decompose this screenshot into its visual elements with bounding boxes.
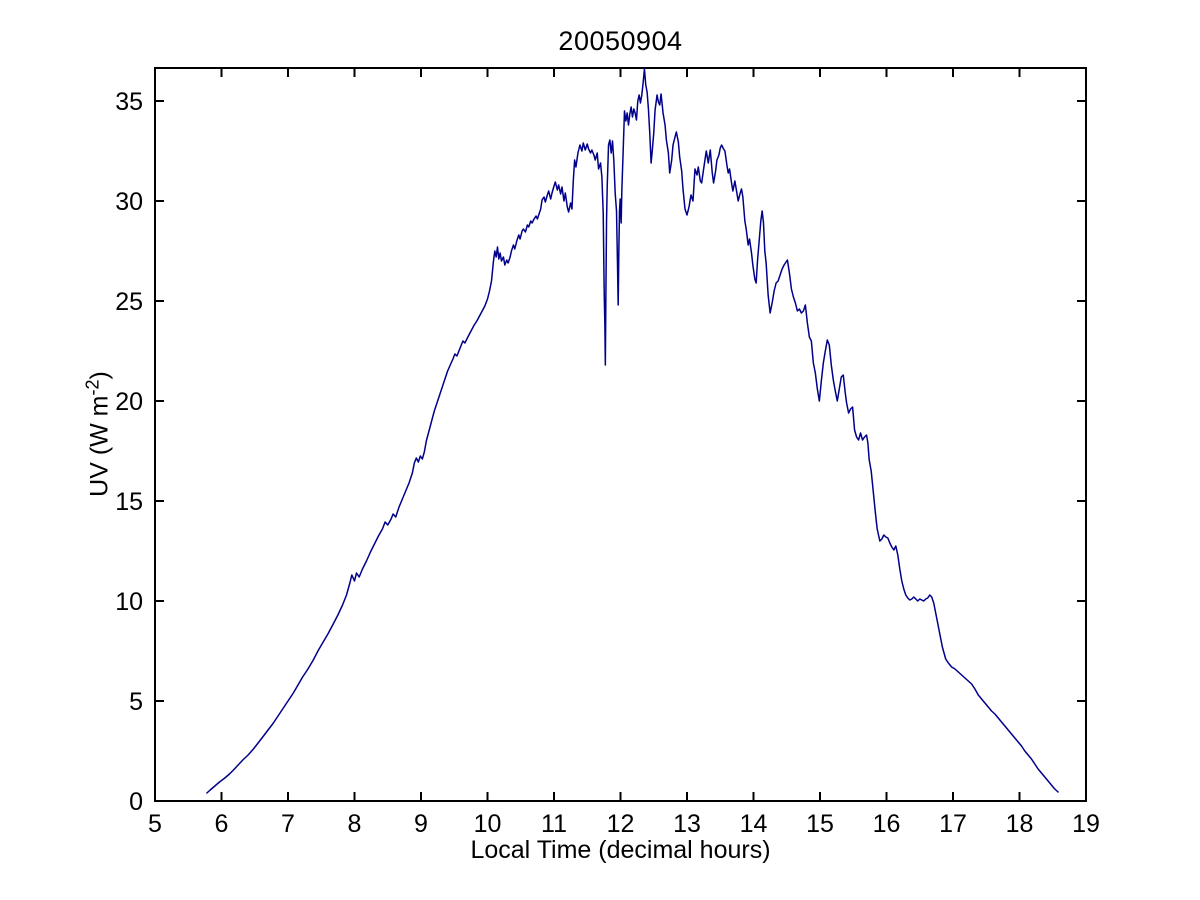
x-tick-label: 16	[873, 810, 901, 838]
x-tick-label: 17	[939, 810, 967, 838]
x-tick-label: 11	[541, 810, 567, 838]
x-tick-label: 13	[673, 810, 701, 838]
x-tick-label: 15	[806, 810, 834, 838]
x-tick-label: 18	[1006, 810, 1034, 838]
x-tick-label: 10	[474, 810, 502, 838]
x-tick-label: 5	[148, 810, 162, 838]
y-axis-label-suffix: )	[85, 371, 114, 380]
y-tick-label: 15	[115, 488, 143, 516]
x-axis-label: Local Time (decimal hours)	[470, 836, 771, 864]
x-tick-label: 8	[348, 810, 362, 838]
y-tick-label: 10	[115, 588, 143, 616]
y-tick-label: 5	[129, 688, 143, 716]
x-tick-label: 14	[740, 810, 768, 838]
y-axis-label-superscript: -2	[82, 379, 103, 396]
x-tick-label: 6	[215, 810, 229, 838]
y-axis-label-text: UV (W m	[85, 395, 114, 497]
chart-title: 20050904	[558, 26, 683, 56]
y-tick-label: 0	[129, 788, 143, 816]
y-tick-label: 20	[115, 388, 143, 416]
y-tick-label: 25	[115, 288, 143, 316]
y-tick-label: 30	[115, 188, 143, 216]
uv-curve	[206, 68, 1059, 794]
x-tick-label: 7	[281, 810, 295, 838]
y-axis-label: UV (W m-2)	[82, 371, 115, 497]
y-tick-label: 35	[115, 88, 143, 116]
x-tick-label: 12	[607, 810, 635, 838]
x-tick-label: 9	[414, 810, 428, 838]
x-tick-label: 19	[1072, 810, 1100, 838]
